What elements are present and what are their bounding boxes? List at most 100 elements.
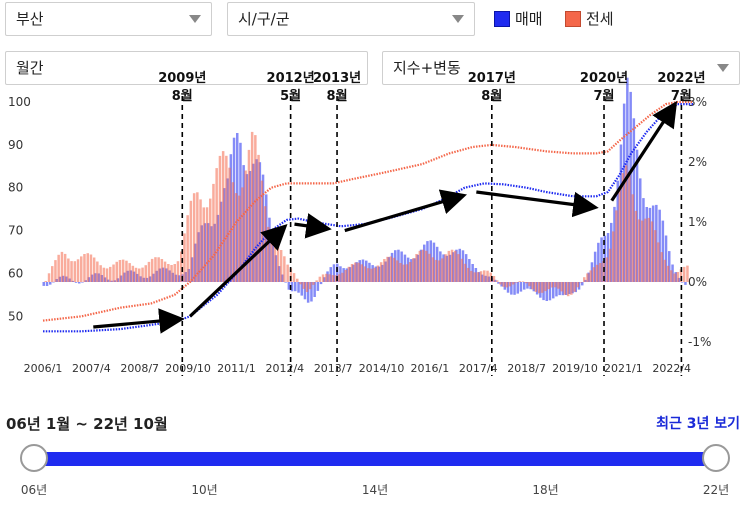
- change-bar: [360, 264, 363, 282]
- change-bar: [555, 282, 558, 297]
- change-bar: [163, 261, 167, 282]
- change-bar: [131, 265, 135, 282]
- change-bar: [57, 254, 60, 282]
- change-bar: [412, 258, 415, 282]
- change-bar: [176, 261, 180, 282]
- change-bar: [682, 266, 686, 282]
- change-bar: [365, 260, 368, 282]
- change-bar: [421, 249, 425, 282]
- change-bar: [666, 265, 670, 282]
- legend-jeonse-label: 전세: [586, 10, 614, 28]
- change-bar: [78, 282, 81, 284]
- change-bar: [615, 210, 618, 282]
- change-bar: [641, 220, 644, 282]
- change-bar: [352, 264, 355, 282]
- change-bar: [663, 259, 667, 282]
- change-bar: [283, 256, 286, 282]
- change-bar: [186, 215, 189, 282]
- change-bar: [52, 281, 55, 283]
- change-bar: [408, 262, 412, 282]
- change-bar: [290, 282, 294, 292]
- change-bar: [121, 259, 125, 282]
- change-bar: [299, 282, 302, 285]
- change-bar: [257, 154, 260, 282]
- change-bar: [141, 267, 144, 282]
- chevron-down-icon: [717, 64, 729, 72]
- change-bar: [96, 261, 99, 282]
- change-bar: [505, 282, 509, 288]
- change-bar: [634, 210, 638, 282]
- change-bar: [128, 263, 131, 282]
- change-bar: [570, 282, 573, 295]
- change-bar: [616, 180, 619, 282]
- legend-jeonse[interactable]: 전세: [565, 8, 614, 29]
- change-bar: [680, 282, 684, 283]
- annotation-month-label: 8월: [172, 88, 193, 104]
- trend-arrow: [610, 100, 678, 202]
- y2-axis-tick-label: 1%: [688, 215, 707, 229]
- change-bar: [80, 256, 83, 282]
- change-bar: [190, 257, 194, 282]
- change-bar: [150, 258, 154, 282]
- metric-select[interactable]: 지수+변동: [382, 51, 740, 85]
- region-select[interactable]: 부산: [5, 2, 212, 36]
- change-bar: [279, 250, 283, 282]
- legend-sale[interactable]: 매매: [494, 8, 543, 29]
- change-bar: [231, 182, 235, 282]
- change-bar: [73, 261, 77, 282]
- change-bar: [547, 282, 550, 290]
- period-select[interactable]: 월간: [5, 51, 368, 85]
- district-select[interactable]: 시/구/군: [227, 2, 475, 36]
- change-bar: [660, 252, 663, 282]
- change-bar: [238, 195, 241, 282]
- change-bar: [49, 282, 52, 285]
- change-bar: [576, 282, 579, 288]
- recent-3-years-button[interactable]: 최근 3년 보기: [656, 416, 740, 432]
- change-bar: [302, 282, 305, 289]
- change-bar: [444, 254, 447, 282]
- change-bar: [497, 282, 500, 284]
- annotation-month-label: 8월: [481, 88, 502, 104]
- change-bar: [535, 282, 539, 295]
- change-bar: [457, 254, 460, 282]
- change-bar: [276, 246, 280, 282]
- change-bar: [167, 264, 170, 282]
- change-bar: [434, 259, 438, 282]
- change-bar: [671, 264, 674, 282]
- change-bar: [600, 237, 603, 282]
- change-bar: [603, 235, 607, 282]
- change-bar: [216, 214, 220, 282]
- change-bar: [123, 272, 126, 282]
- change-bar: [454, 250, 457, 282]
- range-slider-tick-label: 10년: [191, 483, 218, 497]
- change-bar: [42, 282, 45, 286]
- change-bar: [637, 219, 641, 282]
- range-slider-track[interactable]: [34, 452, 716, 466]
- change-bar: [658, 209, 661, 282]
- change-bar: [247, 149, 251, 282]
- range-slider-tick-label: 06년: [20, 483, 48, 497]
- range-slider-start-handle[interactable]: [20, 444, 48, 472]
- change-bar: [563, 282, 567, 295]
- change-bar: [537, 282, 541, 294]
- change-bar: [81, 282, 84, 283]
- range-slider-end-handle[interactable]: [702, 444, 730, 472]
- y-axis-tick-label: 80: [8, 181, 23, 195]
- x-axis-tick-label: 2007/4: [72, 362, 111, 375]
- change-bar: [215, 168, 218, 282]
- change-bar: [519, 282, 523, 292]
- change-bar: [518, 281, 521, 282]
- change-bar: [318, 276, 322, 282]
- change-bar: [84, 280, 87, 282]
- change-bar: [445, 255, 449, 282]
- change-bar: [229, 154, 233, 282]
- change-bar: [429, 240, 432, 282]
- change-bar: [199, 199, 202, 282]
- change-bar: [316, 282, 320, 291]
- change-bar: [152, 273, 155, 282]
- change-bar: [581, 282, 584, 286]
- change-bar: [196, 192, 199, 282]
- change-bar: [396, 260, 399, 282]
- change-bar: [328, 274, 331, 282]
- x-axis-tick-label: 2018/7: [507, 362, 546, 375]
